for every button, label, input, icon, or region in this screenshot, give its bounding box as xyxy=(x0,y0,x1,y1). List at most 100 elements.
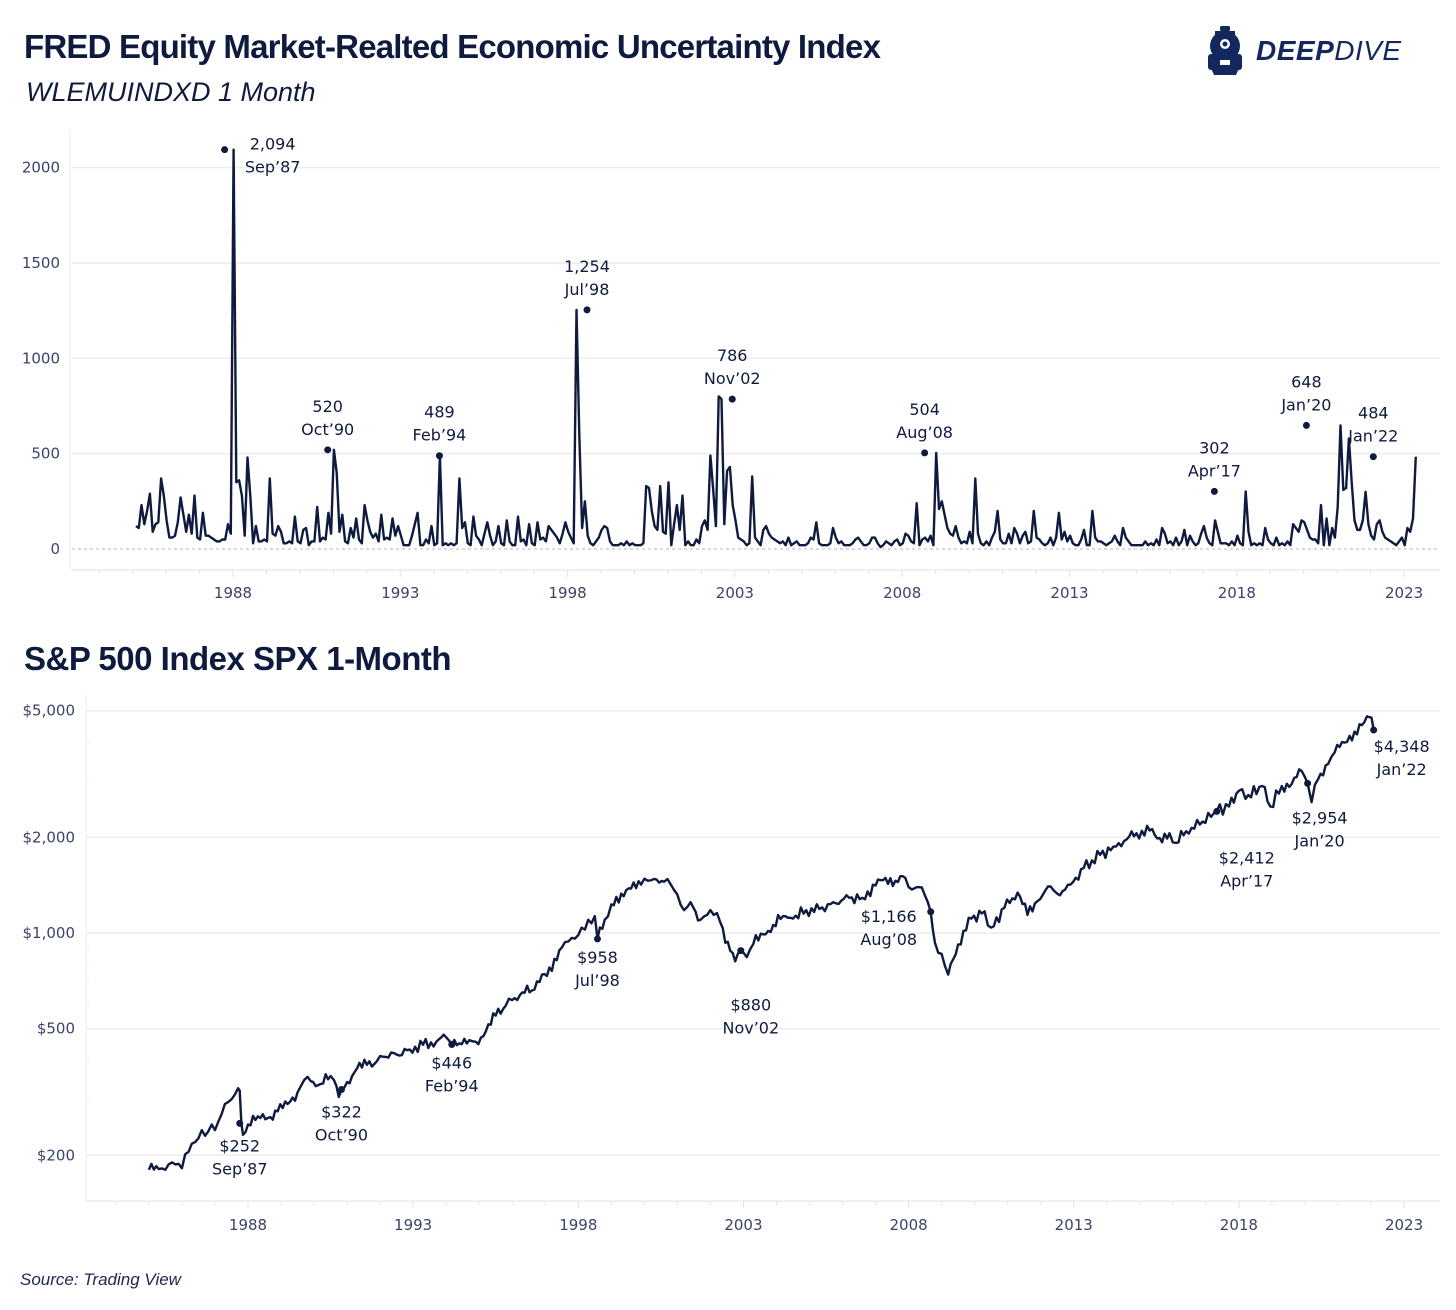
annotation-value: 489 xyxy=(424,403,455,422)
logo-bold: DEEP xyxy=(1256,35,1335,66)
y-tick-label: 1000 xyxy=(22,349,60,367)
x-tick-label: 2023 xyxy=(1385,1216,1423,1234)
annotation-value: 648 xyxy=(1291,372,1322,391)
x-tick-label: 1998 xyxy=(559,1216,597,1234)
annotation-point xyxy=(1369,453,1377,461)
annotation-date: Aug’08 xyxy=(860,930,917,949)
annotation-point xyxy=(1370,726,1378,734)
logo-light: DIVE xyxy=(1334,35,1402,66)
annotation-value: $252 xyxy=(219,1136,260,1155)
uncertainty-series-line xyxy=(135,148,1417,549)
annotation-date: Apr’17 xyxy=(1220,871,1273,890)
spx-chart-title: S&P 500 Index SPX 1-Month xyxy=(24,640,452,677)
annotation-date: Nov’02 xyxy=(722,1019,779,1038)
y-grid xyxy=(69,130,1440,570)
y-tick-label: $2,000 xyxy=(23,828,76,846)
source-note: Source: Trading View xyxy=(20,1270,181,1289)
x-tick-label: 2013 xyxy=(1050,584,1088,602)
annotation-date: Nov’02 xyxy=(704,369,761,388)
annotation-point xyxy=(583,306,591,314)
deepdive-logo: DEEPDIVE xyxy=(1206,26,1402,76)
y-tick-label: 500 xyxy=(31,445,60,463)
annotation-point xyxy=(737,947,745,955)
annotation-date: Sep’87 xyxy=(212,1159,268,1178)
annotation-value: 2,094 xyxy=(250,135,296,154)
annotation-date: Apr’17 xyxy=(1188,461,1241,480)
annotation-value: $322 xyxy=(321,1103,362,1122)
annotation-date: Oct’90 xyxy=(315,1126,368,1145)
annotation-value: $446 xyxy=(431,1054,472,1073)
annotation-point xyxy=(435,452,443,460)
x-tick-label: 1998 xyxy=(549,584,587,602)
annotation-value: 504 xyxy=(909,400,940,419)
spx-series-line xyxy=(147,715,1375,1171)
annotation-value: $880 xyxy=(730,996,771,1015)
annotation-point xyxy=(728,395,736,403)
y-axis-ticks: 0 500 1000 1500 2000 xyxy=(22,159,60,558)
spx-chart: $200 $500 $1,000 $2,000 $5,000 1988 1993 1998 2… xyxy=(23,695,1440,1234)
diving-helmet-icon xyxy=(1208,26,1242,75)
annotation-point xyxy=(921,449,929,457)
annotation-date: Feb’94 xyxy=(425,1077,479,1096)
y-tick-label: $1,000 xyxy=(23,924,76,942)
uncertainty-index-chart: 0 500 1000 1500 2000 1988 1993 1998 2003 2008 201… xyxy=(22,130,1440,602)
y-tick-label: 2000 xyxy=(22,159,60,177)
x-axis: 1988 1993 1998 2003 2008 2013 2018 2023 xyxy=(72,569,1440,602)
annotation-point xyxy=(324,446,332,454)
annotation-date: Oct’90 xyxy=(301,420,354,439)
x-tick-label: 2018 xyxy=(1218,584,1256,602)
x-axis: 1988 1993 1998 2003 2008 2013 2018 2023 xyxy=(86,1200,1440,1234)
annotation-date: Sep’87 xyxy=(245,158,301,177)
x-tick-label: 1993 xyxy=(394,1216,432,1234)
annotation-point xyxy=(1213,807,1221,815)
annotation-date: Jan’22 xyxy=(1347,427,1398,446)
y-tick-label: 0 xyxy=(50,540,60,558)
annotation-point xyxy=(593,935,601,943)
annotation-point xyxy=(1302,421,1310,429)
x-tick-label: 1993 xyxy=(381,584,419,602)
annotation-date: Jan’20 xyxy=(1280,395,1331,414)
y-grid xyxy=(85,695,1440,1200)
x-tick-label: 2003 xyxy=(716,584,754,602)
annotation-point xyxy=(221,146,229,154)
annotation-date: Aug’08 xyxy=(896,423,953,442)
x-tick-label: 2018 xyxy=(1220,1216,1258,1234)
x-tick-label: 2003 xyxy=(724,1216,762,1234)
annotation-point xyxy=(927,908,935,916)
page-title: FRED Equity Market-Realted Economic Unce… xyxy=(24,28,881,65)
annotations: $252 Sep’87 $322 Oct’90 $446 Feb’94 $958 Jul’98… xyxy=(212,726,1430,1178)
annotation-value: 786 xyxy=(717,346,748,365)
annotation-date: Jan’20 xyxy=(1294,831,1345,850)
logo-wordmark: DEEPDIVE xyxy=(1256,35,1402,67)
annotation-value: 520 xyxy=(312,397,343,416)
annotations: 2,094 Sep’87 520 Oct’90 489 Feb’94 1,254 Jul’98… xyxy=(221,135,1398,495)
annotation-date: Jul’98 xyxy=(564,280,610,299)
annotation-value: $4,348 xyxy=(1374,737,1430,756)
annotation-value: 302 xyxy=(1199,438,1230,457)
x-tick-label: 2013 xyxy=(1055,1216,1093,1234)
annotation-value: $1,166 xyxy=(861,907,917,926)
y-axis-ticks: $200 $500 $1,000 $2,000 $5,000 xyxy=(23,702,76,1165)
annotation-value: 484 xyxy=(1358,404,1389,423)
page-subtitle: WLEMUINDXD 1 Month xyxy=(26,77,316,107)
annotation-point xyxy=(448,1041,456,1049)
annotation-point xyxy=(337,1086,345,1094)
annotation-point xyxy=(1210,487,1218,495)
x-tick-label: 2023 xyxy=(1385,584,1423,602)
y-tick-label: 1500 xyxy=(22,254,60,272)
y-tick-label: $200 xyxy=(37,1146,75,1164)
annotation-date: Feb’94 xyxy=(413,426,467,445)
annotation-date: Jan’22 xyxy=(1376,760,1427,779)
x-tick-label: 1988 xyxy=(229,1216,267,1234)
annotation-value: $2,412 xyxy=(1219,848,1275,867)
y-tick-label: $5,000 xyxy=(23,702,76,720)
annotation-value: 1,254 xyxy=(564,257,610,276)
annotation-value: $958 xyxy=(577,948,618,967)
x-tick-label: 2008 xyxy=(890,1216,928,1234)
annotation-point xyxy=(1304,779,1312,787)
x-tick-label: 1988 xyxy=(214,584,252,602)
y-tick-label: $500 xyxy=(37,1020,75,1038)
x-tick-label: 2008 xyxy=(883,584,921,602)
annotation-value: $2,954 xyxy=(1292,808,1348,827)
annotation-point xyxy=(236,1119,244,1127)
